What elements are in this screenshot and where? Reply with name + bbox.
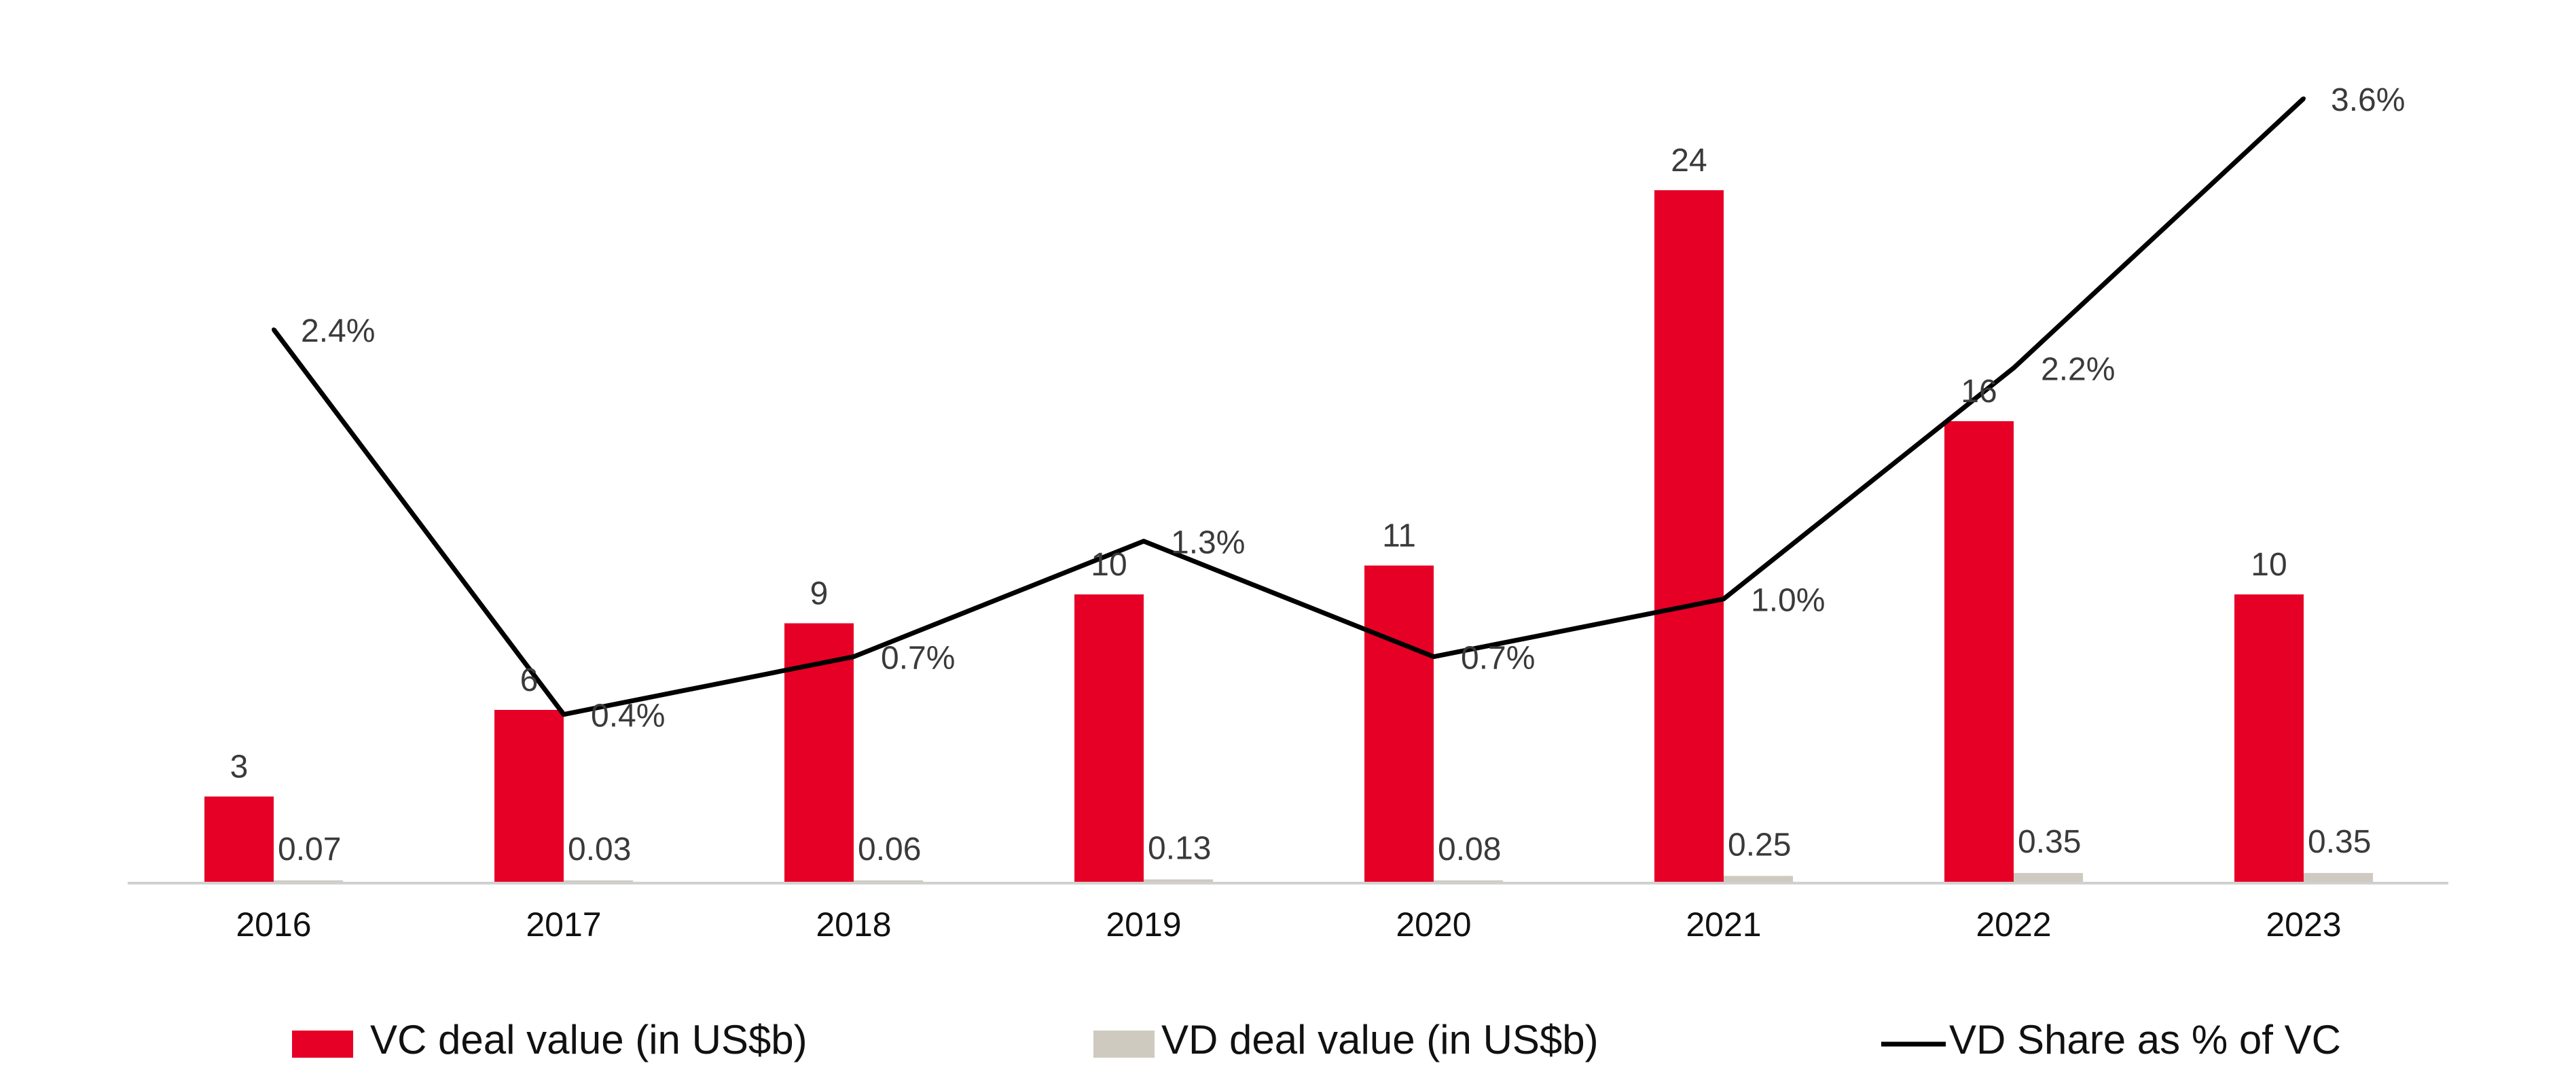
vd-share-label-2018: 0.7% [881,641,955,677]
vd-bar-label-2019: 0.13 [1148,830,1211,866]
vd-bar-2019 [1144,879,1213,883]
vd-bar-label-2016: 0.07 [278,831,341,868]
x-tick-2022: 2022 [1976,906,2051,944]
legend-label-share: VD Share as % of VC [1949,1017,2341,1062]
vd-bar-label-2023: 0.35 [2308,824,2371,860]
vd-share-point-2023 [2302,96,2306,101]
vd-share-label-2019: 1.3% [1171,525,1245,561]
vc-bar-label-2017: 6 [520,662,539,698]
vc-bar-label-2022: 16 [1961,374,1997,410]
vd-bars [274,873,2373,883]
vd-share-label-2020: 0.7% [1461,641,1535,677]
vd-bar-2023 [2304,873,2373,883]
vd-share-point-2020 [1432,654,1436,659]
vd-share-point-2019 [1142,539,1146,543]
vd-bar-2021 [1724,876,1793,883]
vc-bar-2016 [204,796,274,883]
x-tick-2020: 2020 [1396,906,1471,944]
legend: VC deal value (in US$b) VD deal value (i… [292,1017,2341,1062]
vc-bar-label-2023: 10 [2251,547,2287,583]
vc-bar-2021 [1654,190,1724,883]
vd-share-point-2016 [272,327,276,332]
vc-bar-label-2021: 24 [1671,143,1707,179]
x-tick-2016: 2016 [236,906,311,944]
legend-label-vd: VD deal value (in US$b) [1161,1017,1599,1062]
vd-bar-label-2017: 0.03 [568,831,631,868]
x-tick-labels: 2016 2017 2018 2019 2020 2021 2022 2023 [236,906,2341,944]
x-tick-2018: 2018 [816,906,891,944]
vd-share-label-2023: 3.6% [2331,82,2405,118]
vd-share-polyline [272,96,2306,717]
vd-share-label-2017: 0.4% [591,698,665,734]
legend-swatch-vc [292,1031,353,1058]
x-tick-2019: 2019 [1106,906,1181,944]
x-tick-2021: 2021 [1686,906,1761,944]
vc-bar-label-2020: 11 [1382,518,1416,554]
vd-share-point-2021 [1722,596,1726,601]
vc-bar-2017 [494,710,564,883]
vd-share-point-2022 [2012,365,2016,370]
vc-bar-2022 [1944,421,2014,883]
vd-share-label-2016: 2.4% [301,313,375,349]
vc-bar-label-2018: 9 [810,576,829,612]
vd-bar-label-2018: 0.06 [858,831,921,868]
legend-swatch-vd [1093,1031,1155,1058]
vc-bar-label-2016: 3 [230,749,249,785]
vc-bars [204,190,2304,883]
vd-share-line [272,96,2306,717]
vc-bar-label-2019: 10 [1091,547,1127,583]
vd-share-point-2017 [562,712,566,717]
vc-bar-2020 [1364,565,1434,883]
x-tick-2023: 2023 [2266,906,2341,944]
vd-share-label-2022: 2.2% [2041,352,2115,388]
x-tick-2017: 2017 [526,906,601,944]
vd-share-label-2021: 1.0% [1751,583,1825,619]
data-labels: 3 0.07 6 0.03 9 0.06 10 0.13 11 0.08 24 0.25 16 0.35 1… [230,82,2406,868]
vd-share-point-2018 [852,654,856,659]
vd-bar-label-2021: 0.25 [1728,827,1791,863]
vd-bar-label-2022: 0.35 [2018,824,2081,860]
vc-bar-2023 [2234,594,2304,883]
vd-bar-label-2020: 0.08 [1438,831,1501,868]
legend-label-vc: VC deal value (in US$b) [370,1017,808,1062]
vc-bar-2019 [1074,594,1144,883]
vd-bar-2022 [2014,873,2083,883]
